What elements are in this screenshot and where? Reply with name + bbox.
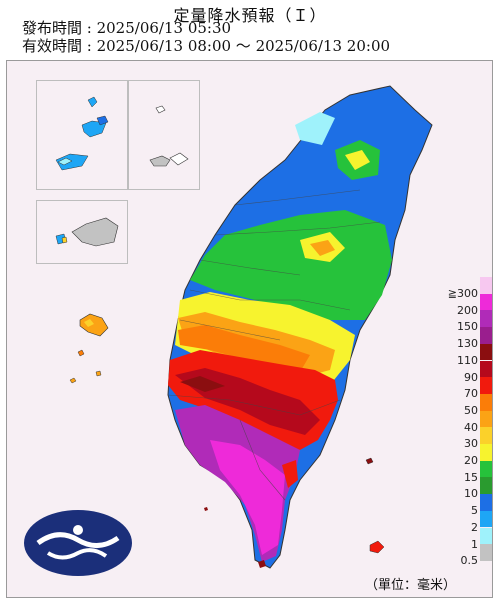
legend-label: 0.5: [460, 554, 479, 568]
legend-label: 130: [457, 337, 478, 351]
offshore-islands-east: [204, 457, 385, 568]
penghu-north-island: [55, 217, 119, 247]
legend-swatch: [480, 494, 492, 511]
legend-swatch: [480, 510, 492, 528]
legend-label: 30: [464, 437, 478, 451]
legend-swatch: [480, 427, 492, 444]
legend-label: 150: [457, 320, 478, 334]
legend-swatch: [480, 477, 492, 495]
legend-label: 20: [464, 454, 478, 467]
valid-time: 有效時間 : 2025/06/13 08:00 ～ 2025/06/13 20:…: [22, 37, 391, 55]
legend-label: 70: [464, 387, 478, 401]
legend-swatch: [480, 377, 492, 394]
legend-label: 200: [457, 303, 478, 317]
legend-swatch: [480, 444, 492, 461]
inset-kinmen: [128, 80, 200, 190]
legend-label: 15: [464, 470, 478, 484]
map-title: 定量降水預報（Ｉ）: [173, 6, 327, 25]
legend-swatch: [480, 293, 492, 311]
legend-label: 1: [471, 537, 478, 551]
unit-label: （單位：毫米）: [365, 578, 457, 593]
legend-swatch: [480, 327, 492, 344]
legend-swatch: [480, 460, 492, 478]
kinmen-islands: [149, 105, 189, 167]
matsu-islands: [55, 96, 109, 171]
taiwan-island: [167, 85, 433, 569]
legend-label: 2: [471, 520, 478, 534]
legend-swatch: [480, 410, 492, 428]
legend-label: 5: [471, 504, 478, 518]
legend-swatch: [480, 310, 492, 328]
legend-label: ≧300: [447, 287, 478, 300]
legend-swatch: [480, 343, 492, 361]
legend-swatch: [480, 277, 492, 294]
issue-time: 發布時間 : 2025/06/13 05:30: [22, 19, 232, 37]
legend-label: 10: [464, 487, 478, 501]
legend-label: 40: [464, 420, 478, 434]
penghu-islands: [69, 313, 109, 384]
inset-matsu: [36, 80, 128, 190]
legend-swatch: [480, 527, 492, 545]
legend-label: 50: [464, 403, 478, 417]
legend-swatch: [480, 393, 492, 411]
legend-swatch: [480, 544, 492, 561]
cwa-logo: [24, 510, 132, 576]
legend-label: 90: [464, 370, 478, 384]
legend-label: 110: [457, 353, 478, 367]
legend-swatch: [480, 360, 492, 378]
